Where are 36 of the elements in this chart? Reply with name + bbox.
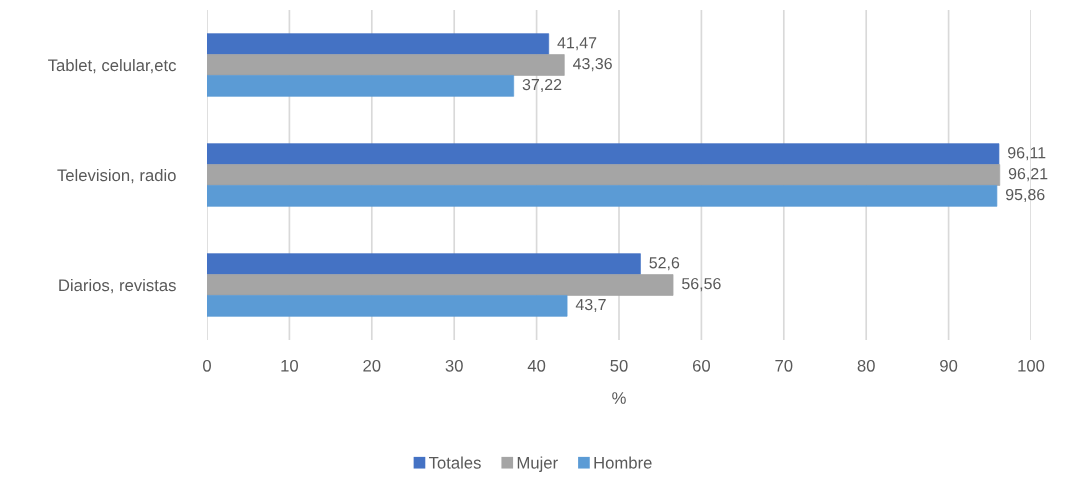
legend-label: Hombre [594,456,652,469]
y-tick-label: Tablet, celular,etc [48,58,177,74]
x-tick-label: 50 [610,359,628,372]
data-label: 96,21 [1008,167,1048,182]
x-tick-label: 40 [527,359,546,372]
data-label: 37,22 [522,78,562,93]
x-axis-title: % [612,392,626,404]
data-label: 56,56 [682,277,721,292]
data-label: 43,7 [575,298,606,313]
data-label: 43,36 [572,57,612,72]
x-tick-label: 90 [940,359,958,372]
bar [207,295,568,317]
data-label: 96,11 [1008,147,1046,161]
y-tick-label: Diarios, revistas [59,278,176,294]
bar [207,253,641,275]
legend-label: Mujer [517,456,558,472]
bar [207,54,565,76]
x-tick-label: 30 [445,359,463,372]
bar [207,185,998,207]
bar [207,274,674,296]
x-tick-label: 100 [1018,359,1045,372]
x-tick-label: 0 [203,359,211,372]
legend-label: Totales [429,456,481,469]
bar [207,33,550,55]
data-label: 41,47 [557,37,597,51]
bar [207,75,515,97]
data-label: 52,6 [649,257,680,271]
y-tick-label: Television, radio [57,168,176,184]
data-label: 95,86 [1005,188,1045,203]
x-tick-label: 70 [775,359,793,372]
bar [207,143,1000,165]
x-tick-label: 20 [363,359,381,372]
bar [207,164,1001,186]
x-tick-label: 80 [857,359,875,372]
x-tick-label: 60 [692,359,711,372]
x-tick-label: 10 [281,359,299,372]
